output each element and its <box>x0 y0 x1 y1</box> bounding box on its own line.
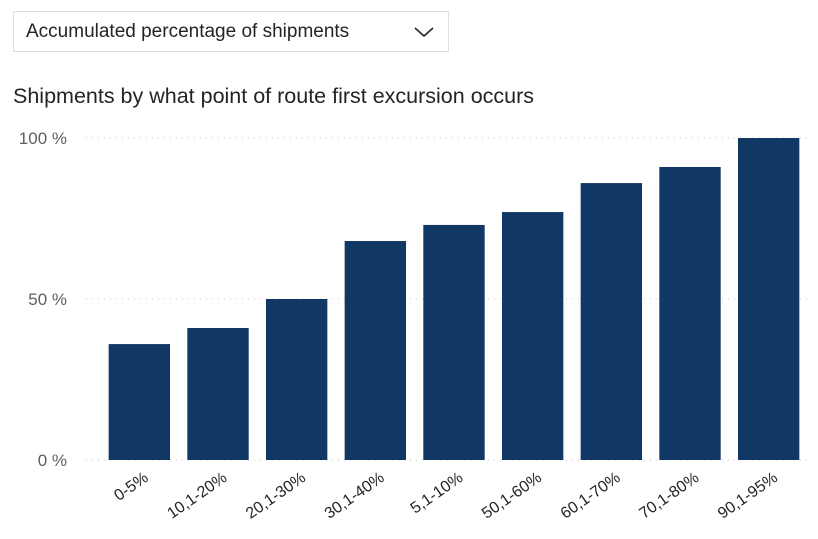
x-tick-label: 50,1-60% <box>479 469 545 522</box>
y-tick-label: 100 % <box>19 129 67 148</box>
y-axis-ticks: 0 % 50 % 100 % <box>19 129 67 470</box>
chart-title: Shipments by what point of route first e… <box>13 84 535 108</box>
x-tick-label: 70,1-80% <box>636 469 702 522</box>
metric-dropdown[interactable]: Accumulated percentage of shipments <box>13 11 449 52</box>
bar[interactable] <box>501 212 564 460</box>
chevron-down-icon[interactable] <box>412 20 436 44</box>
y-tick-label: 50 % <box>28 290 67 309</box>
x-tick-label: 90,1-95% <box>715 469 781 522</box>
bar[interactable] <box>580 183 643 460</box>
x-tick-label: 10,1-20% <box>164 469 230 522</box>
dropdown-selected-value: Accumulated percentage of shipments <box>26 20 350 42</box>
bar[interactable] <box>737 138 800 460</box>
bar[interactable] <box>423 224 485 460</box>
x-tick-label: 60,1-70% <box>558 469 624 522</box>
x-tick-label: 30,1-40% <box>322 469 388 522</box>
y-tick-label: 0 % <box>38 451 67 470</box>
bar[interactable] <box>108 344 171 460</box>
x-tick-label: 0-5% <box>111 469 151 504</box>
x-tick-label: 5,1-10% <box>408 469 467 517</box>
bar[interactable] <box>659 166 721 461</box>
x-axis-ticks: 0-5% 10,1-20% 20,1-30% 30,1-40% 5,1-10% 50,1-… <box>111 469 781 522</box>
bar[interactable] <box>187 327 249 460</box>
x-tick-label: 20,1-30% <box>243 469 309 522</box>
bar[interactable] <box>344 241 407 460</box>
bar[interactable] <box>265 299 328 460</box>
bars <box>108 138 800 461</box>
